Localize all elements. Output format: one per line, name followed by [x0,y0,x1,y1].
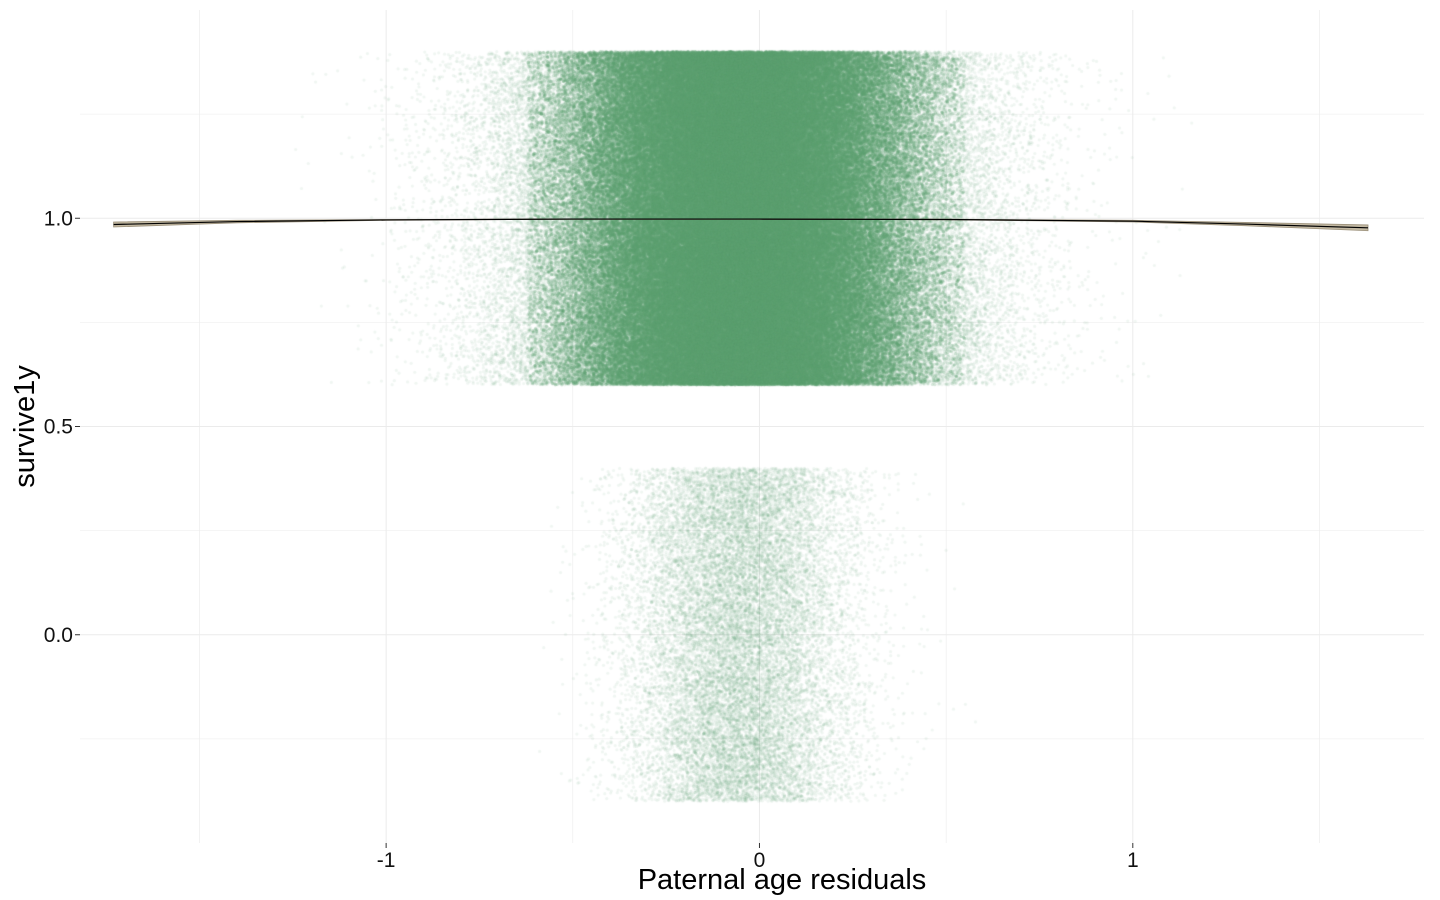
smooth-line [113,218,1369,229]
y-tick-label: 0.0 [44,624,73,647]
y-tick-label: 0.5 [44,416,73,439]
x-tick-label: 0 [754,849,766,872]
x-axis-title: Paternal age residuals [638,864,927,896]
x-tick-label: -1 [377,849,396,872]
axes-layer: -1 0 1 0.0 0.5 1.0 [44,207,1139,872]
smooth-layer [113,218,1369,232]
y-axis-title: survive1y [9,365,41,488]
y-tick-label: 1.0 [44,207,73,230]
x-tick-label: 1 [1127,849,1139,872]
